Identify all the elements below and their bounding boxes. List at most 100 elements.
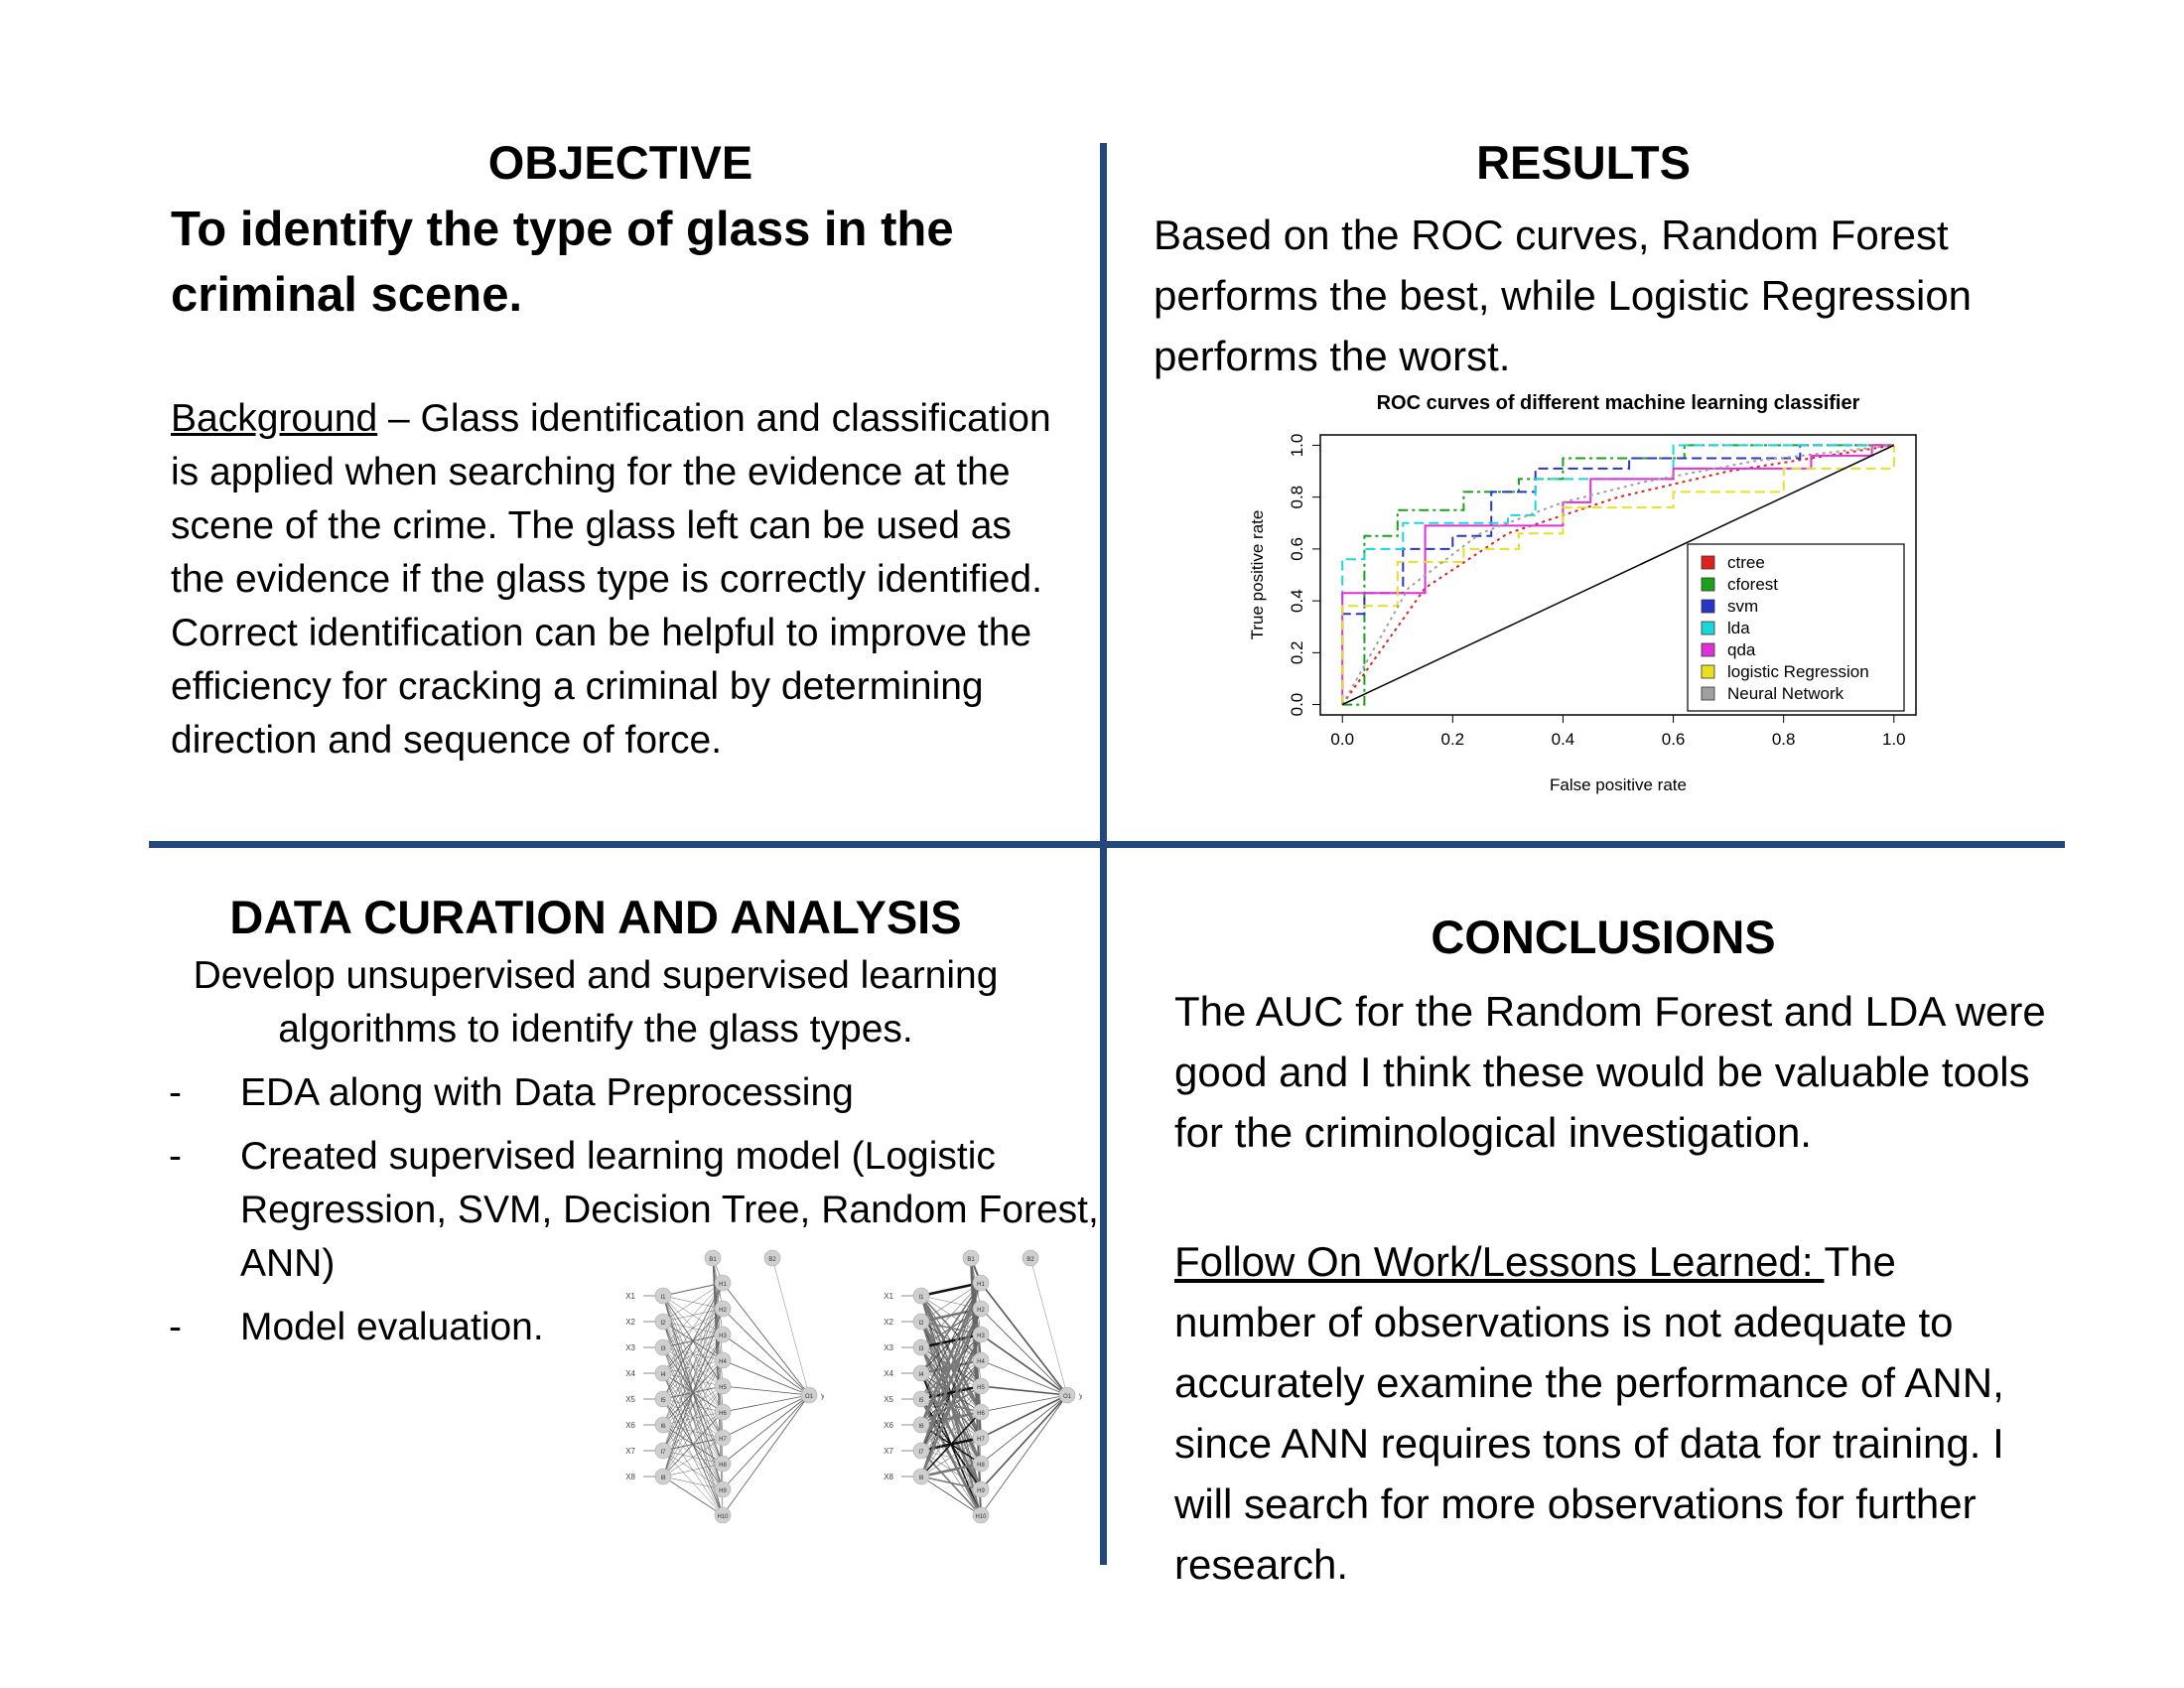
y-tick-label: 0.8 [1288, 486, 1306, 509]
x-tick-label: 1.0 [1882, 730, 1906, 749]
chart-title: ROC curves of different machine learning… [1377, 392, 1860, 414]
hidden-node [714, 1480, 732, 1498]
bias-node [1022, 1249, 1039, 1267]
neural-network-diagram-2: X1 X2 X3 X4 X5 X6 X7 X8 I1 I2 I3 I4 I5 I6 I7 I8 H1 H2 H3 H4… [884, 1249, 1082, 1524]
hidden-node [972, 1300, 990, 1318]
legend-entry: ctree [1727, 553, 1765, 572]
legend-swatch [1701, 642, 1715, 657]
input-node [912, 1416, 930, 1434]
network-edge [980, 1394, 1068, 1439]
input-label: X4 [884, 1369, 893, 1378]
input-node-label: I6 [918, 1424, 924, 1430]
input-node [654, 1468, 672, 1485]
input-node-label: I4 [660, 1372, 666, 1378]
legend-swatch [1701, 621, 1715, 635]
network-edge [920, 1462, 982, 1478]
hidden-node [972, 1377, 990, 1395]
bias-node [704, 1249, 722, 1267]
network-edge [980, 1394, 1068, 1490]
input-label: X6 [625, 1421, 635, 1430]
network-edge [920, 1282, 982, 1374]
hidden-node [972, 1455, 990, 1473]
input-label: X6 [884, 1421, 893, 1430]
input-node-label: I2 [660, 1321, 666, 1327]
legend-swatch [1701, 686, 1715, 701]
network-edge [662, 1334, 724, 1477]
network-edge [920, 1359, 982, 1477]
input-label: X8 [625, 1473, 635, 1481]
hidden-node [714, 1506, 732, 1524]
network-edge [662, 1282, 724, 1426]
y-tick-label: 0.0 [1288, 693, 1306, 717]
input-node-label: I8 [660, 1476, 666, 1481]
hidden-node-label: H2 [719, 1308, 727, 1314]
input-node-label: I6 [660, 1424, 666, 1430]
network-edge [1029, 1257, 1068, 1396]
network-edge [980, 1394, 1068, 1465]
network-edge [662, 1359, 724, 1477]
followon-text: The number of observations is not adequa… [1174, 1238, 2004, 1588]
list-item: - EDA along with Data Preprocessing [169, 1066, 1042, 1120]
hidden-node-label: H10 [717, 1514, 729, 1520]
network-edge [722, 1308, 810, 1396]
input-node [912, 1442, 930, 1460]
hidden-node [714, 1300, 732, 1318]
hidden-node-label: H5 [719, 1385, 727, 1391]
legend-entry: Neural Network [1727, 684, 1844, 703]
bias-node [962, 1249, 980, 1267]
network-edge [980, 1359, 1068, 1396]
y-tick-label: 0.2 [1288, 641, 1306, 665]
hidden-node-label: H4 [719, 1359, 727, 1365]
network-edge [722, 1334, 810, 1396]
input-label: X5 [884, 1395, 893, 1404]
network-edge [722, 1394, 810, 1465]
network-edge [662, 1282, 724, 1374]
network-group: X1 X2 X3 X4 X5 X6 X7 X8 I1 I2 I3 I4 I5 I6 I7 I8 H1 H2 H3 H4… [884, 1249, 1082, 1524]
conclusions-text: The AUC for the Random Forest and LDA we… [1174, 988, 2046, 1156]
hidden-node-label: H5 [977, 1385, 985, 1391]
results-heading: RESULTS [1476, 136, 1691, 189]
input-node [654, 1364, 672, 1382]
network-edge [920, 1385, 982, 1477]
hidden-node-label: H8 [977, 1463, 985, 1469]
network-edge [662, 1282, 724, 1323]
hidden-node-label: H9 [977, 1488, 985, 1494]
background-text: – Glass identification and classificatio… [171, 397, 1051, 762]
input-node-label: I2 [918, 1321, 924, 1327]
neural-network-diagram-1: X1 X2 X3 X4 X5 X6 X7 X8 I1 I2 I3 I4 I5 I6 I7 I8 H1 H2 H3 H4… [625, 1249, 824, 1524]
x-axis-label: False positive rate [1550, 775, 1687, 794]
network-edge [980, 1308, 1068, 1396]
followon-paragraph: Follow On Work/Lessons Learned: The numb… [1174, 1231, 2048, 1595]
network-edge [712, 1257, 724, 1336]
x-tick-label: 0.6 [1662, 730, 1686, 749]
input-node-label: I7 [660, 1450, 666, 1456]
network-edge [662, 1282, 724, 1297]
input-label: X3 [884, 1343, 893, 1352]
bias-node-label: B2 [768, 1257, 776, 1263]
output-node-label: O1 [1063, 1394, 1072, 1400]
network-edge [920, 1437, 982, 1477]
bullet-dash: - [169, 1071, 182, 1114]
data-curation-intro: Develop unsupervised and supervised lear… [193, 954, 999, 1051]
hidden-node [972, 1429, 990, 1447]
network-edge [662, 1385, 724, 1477]
input-node [912, 1313, 930, 1331]
legend-swatch [1701, 577, 1715, 592]
input-node-label: I4 [918, 1372, 924, 1378]
network-edge [722, 1394, 810, 1516]
bias-node-label: B1 [709, 1257, 717, 1263]
input-node [912, 1364, 930, 1382]
input-node-label: I5 [660, 1398, 666, 1404]
horizontal-divider [149, 841, 2065, 848]
input-node-label: I7 [918, 1450, 924, 1456]
hidden-node-label: H9 [719, 1488, 727, 1494]
legend-entry: cforest [1727, 575, 1778, 594]
input-label: X8 [884, 1473, 893, 1481]
input-node-label: I8 [918, 1476, 924, 1481]
input-node [912, 1338, 930, 1356]
output-node [1058, 1386, 1076, 1404]
hidden-node [714, 1403, 732, 1421]
x-tick-label: 0.2 [1441, 730, 1465, 749]
input-node [912, 1287, 930, 1305]
network-edge [919, 1334, 983, 1477]
